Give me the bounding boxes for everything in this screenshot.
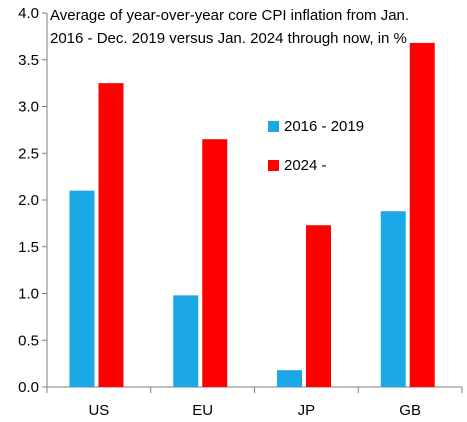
chart-title: Average of year-over-year core CPI infla… — [50, 4, 462, 50]
x-tick-label-gb: GB — [399, 402, 421, 419]
y-tick-label: 2.0 — [18, 192, 39, 209]
x-tick-label-eu: EU — [192, 402, 213, 419]
chart-title-line-2: 2016 - Dec. 2019 versus Jan. 2024 throug… — [50, 30, 407, 47]
x-tick-label-jp: JP — [298, 402, 316, 419]
legend-item-2016-2019: 2016 - 2019 — [268, 116, 364, 138]
chart-title-line-1: Average of year-over-year core CPI infla… — [50, 7, 410, 24]
bar-gb-series-2 — [409, 42, 435, 388]
y-tick-label: 3.5 — [18, 52, 39, 69]
bar-eu-series-2 — [202, 139, 228, 387]
x-tick-label-us: US — [88, 402, 109, 419]
legend-swatch-2016-2019 — [268, 121, 279, 132]
x-axis: US EU JP GB — [46, 386, 463, 419]
bar-eu-series-1 — [173, 295, 199, 387]
y-tick-label: 0.0 — [18, 379, 39, 396]
y-tick-label: 1.0 — [18, 286, 39, 303]
y-tick-label: 1.5 — [18, 239, 39, 256]
bar-jp-series-1 — [277, 370, 302, 387]
y-tick-label: 2.5 — [18, 145, 39, 162]
bar-jp-series-2 — [306, 225, 331, 387]
bar-gb-series-1 — [380, 211, 406, 387]
legend-label-2016-2019: 2016 - 2019 — [284, 118, 365, 135]
y-tick-label: 3.0 — [18, 99, 39, 116]
legend-swatch-2024 — [268, 160, 279, 171]
bar-us-series-1 — [69, 190, 95, 387]
y-tick-label: 4.0 — [18, 5, 39, 22]
y-axis: 0.0 0.5 1.0 1.5 2.0 2.5 3.0 3.5 4.0 — [18, 5, 48, 396]
legend-label-2024: 2024 - — [284, 157, 327, 174]
bar-us-series-2 — [98, 83, 124, 387]
legend-item-2024: 2024 - — [268, 155, 364, 177]
y-tick-label: 0.5 — [18, 332, 39, 349]
legend: 2016 - 2019 2024 - — [268, 116, 364, 177]
bars — [69, 42, 435, 388]
